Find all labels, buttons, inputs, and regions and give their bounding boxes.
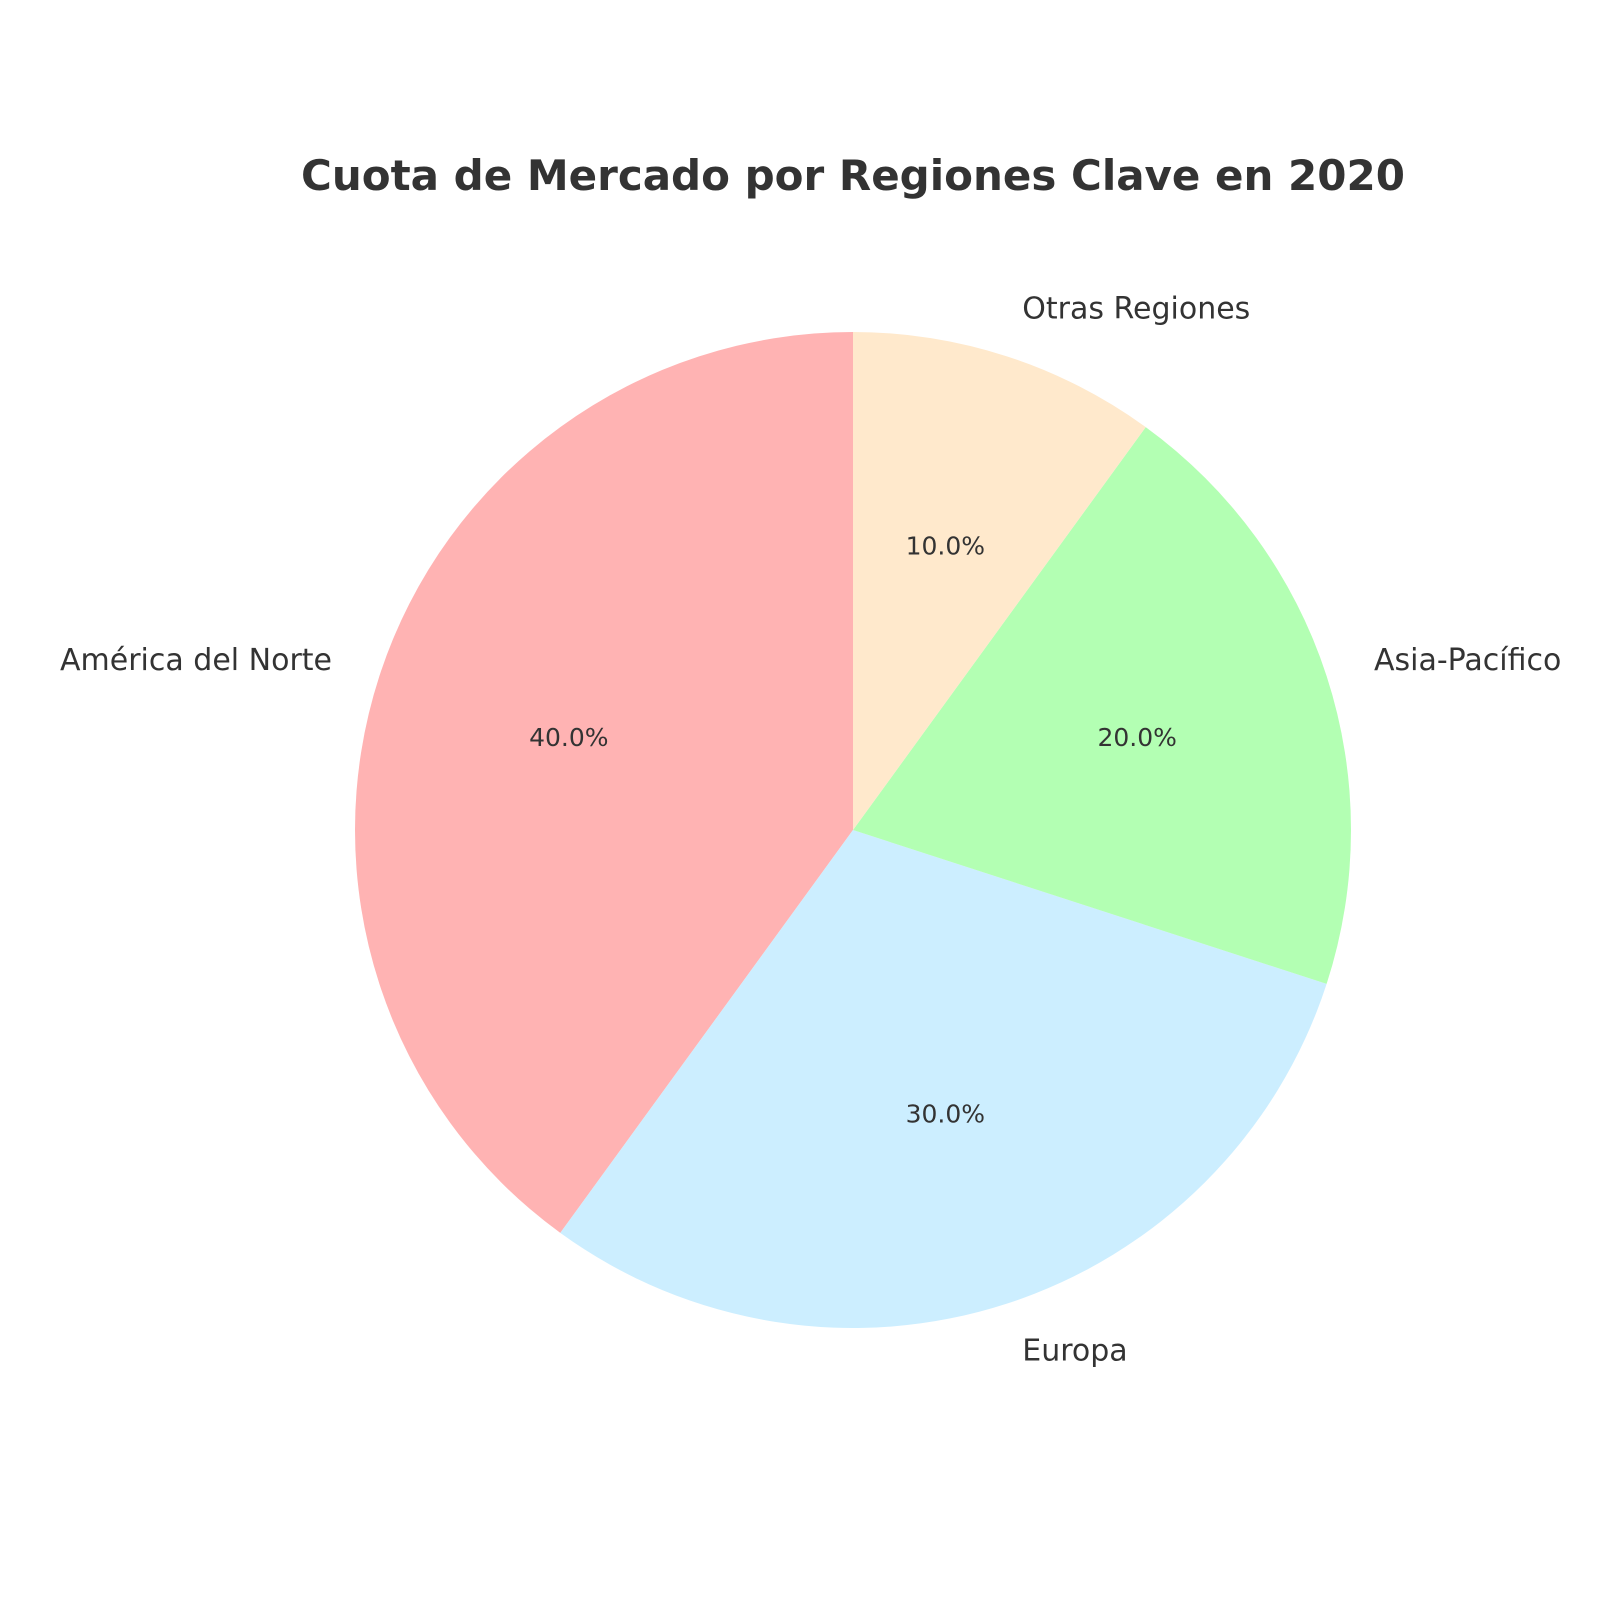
pct-label-europa: 30.0% [906,1100,985,1129]
pie-slice-europa [560,830,1327,1328]
chart-title: Cuota de Mercado por Regiones Clave en 2… [301,151,1405,200]
slice-label-europa: Europa [1022,1333,1127,1368]
pie-slice-america-del-norte [354,332,853,1233]
pie-slice-otras-regiones [853,332,1146,830]
slice-label-america-del-norte: América del Norte [60,643,332,678]
pct-label-otras-regiones: 10.0% [906,531,985,560]
pie-slice-asia-pacifico [853,427,1351,984]
pie-labels: América del Norte 40.0% Europa 30.0% Asia-Pa… [60,292,1561,1369]
slice-label-asia-pacifico: Asia-Pacífico [1374,643,1561,678]
slice-label-otras-regiones: Otras Regiones [1022,292,1250,327]
pct-label-america-del-norte: 40.0% [529,723,608,752]
pie-slices [354,332,1351,1328]
pct-label-asia-pacifico: 20.0% [1097,723,1176,752]
